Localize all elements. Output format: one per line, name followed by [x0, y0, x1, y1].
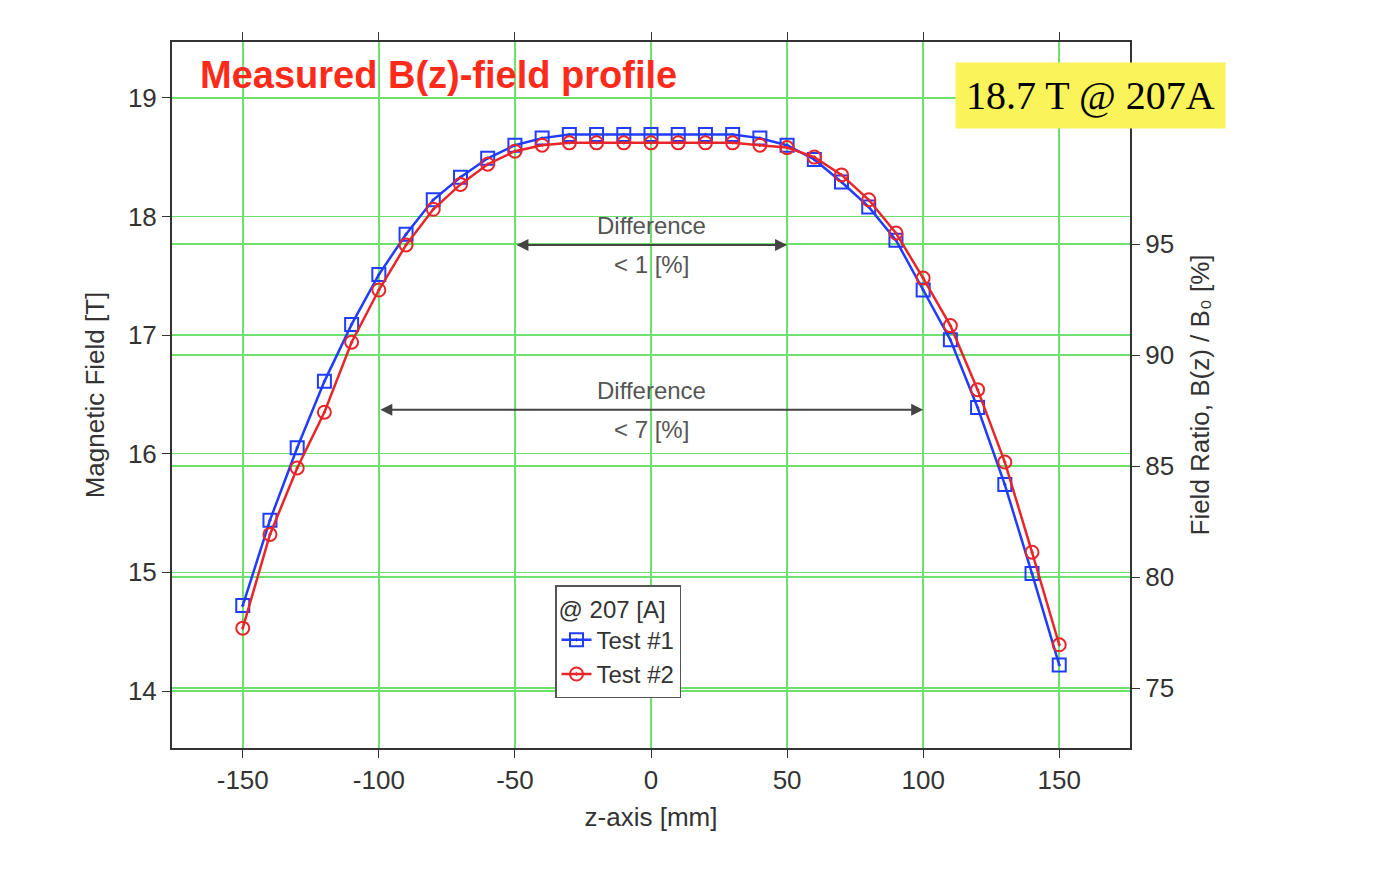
- svg-text:Field Ratio, B(z) / B₀ [%]: Field Ratio, B(z) / B₀ [%]: [1185, 255, 1215, 536]
- svg-text:16: 16: [128, 439, 157, 469]
- svg-text:Difference: Difference: [597, 377, 706, 404]
- svg-text:z-axis [mm]: z-axis [mm]: [585, 802, 718, 832]
- svg-text:85: 85: [1145, 451, 1174, 481]
- svg-text:18: 18: [128, 202, 157, 232]
- svg-text:< 1 [%]: < 1 [%]: [614, 251, 689, 278]
- svg-text:19: 19: [128, 83, 157, 113]
- svg-text:90: 90: [1145, 340, 1174, 370]
- svg-text:-50: -50: [496, 765, 534, 795]
- svg-text:Measured B(z)-field profile: Measured B(z)-field profile: [200, 54, 677, 96]
- svg-text:0: 0: [644, 765, 658, 795]
- svg-text:< 7 [%]: < 7 [%]: [614, 416, 689, 443]
- svg-text:95: 95: [1145, 229, 1174, 259]
- svg-text:75: 75: [1145, 673, 1174, 703]
- svg-text:50: 50: [773, 765, 802, 795]
- svg-text:80: 80: [1145, 562, 1174, 592]
- svg-text:-150: -150: [217, 765, 269, 795]
- svg-text:@ 207 [A]: @ 207 [A]: [559, 596, 666, 623]
- svg-text:14: 14: [128, 676, 157, 706]
- svg-text:15: 15: [128, 557, 157, 587]
- svg-text:17: 17: [128, 320, 157, 350]
- svg-text:Test #2: Test #2: [597, 661, 674, 688]
- svg-text:100: 100: [901, 765, 944, 795]
- svg-text:Magnetic Field [T]: Magnetic Field [T]: [80, 292, 110, 499]
- svg-text:150: 150: [1038, 765, 1081, 795]
- svg-text:Difference: Difference: [597, 212, 706, 239]
- svg-text:-100: -100: [353, 765, 405, 795]
- svg-text:Test #1: Test #1: [597, 627, 674, 654]
- svg-text:18.7 T @ 207A: 18.7 T @ 207A: [966, 73, 1215, 118]
